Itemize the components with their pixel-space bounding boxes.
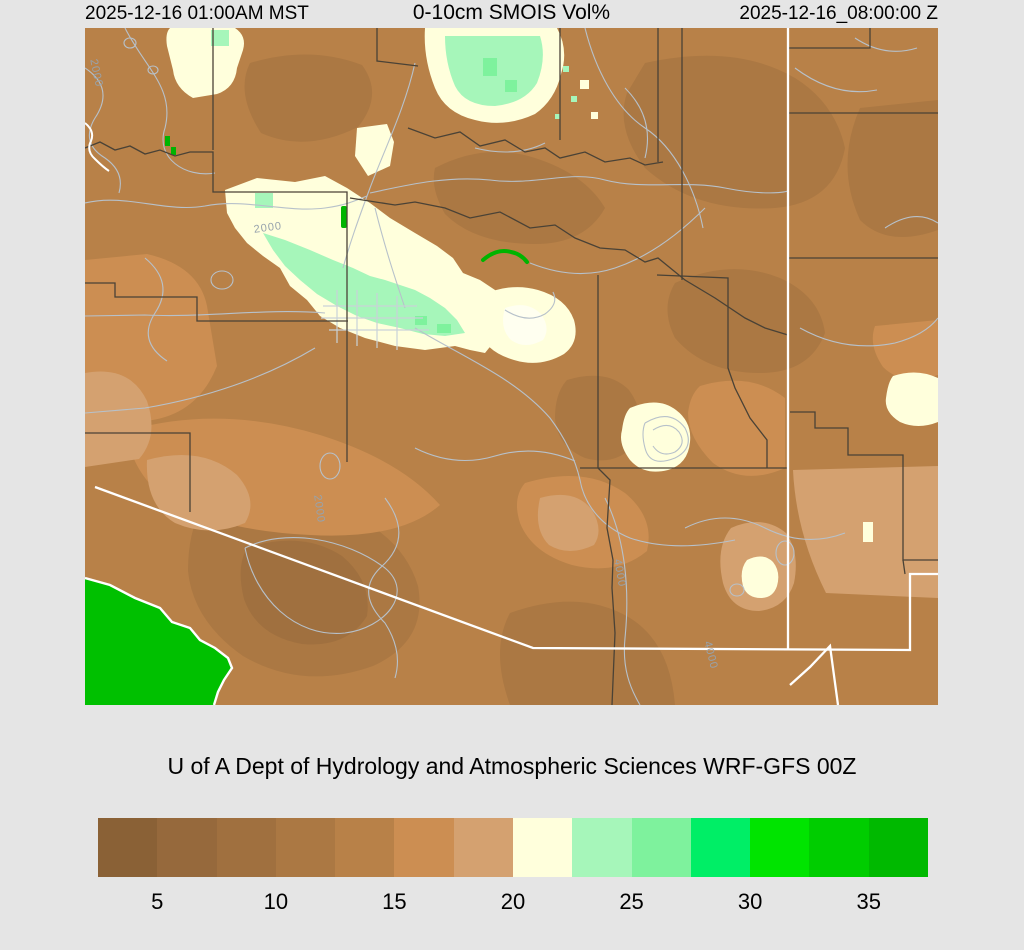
colorbar-segment [98, 818, 158, 877]
colorbar-segment [453, 818, 513, 877]
soil-moisture-map [85, 28, 938, 705]
colorbar-segment [750, 818, 810, 877]
county-lines [85, 28, 938, 705]
colorbar-segment [157, 818, 217, 877]
colorbar-segment [690, 818, 751, 877]
colorbar [98, 818, 928, 877]
state-borders [85, 28, 938, 705]
colorbar-tick: 15 [382, 889, 407, 914]
valid-time-local: 2025-12-16 01:00AM MST [85, 3, 309, 24]
colorbar-segment [868, 818, 928, 877]
deep-mint-specks [415, 58, 517, 333]
valid-time-utc: 2025-12-16_08:00:00 Z [739, 3, 938, 24]
colorbar-tick: 35 [856, 889, 881, 914]
colorbar-tick: 10 [263, 889, 289, 914]
colorbar-tick: 20 [500, 889, 526, 914]
dry-speck-in-cream [451, 191, 458, 198]
colorbar-segment [216, 818, 276, 877]
colorbar-segment [809, 818, 869, 877]
colorbar-tick: 25 [619, 889, 644, 914]
colorbar-segment [394, 818, 454, 877]
colorbar-tick: 30 [737, 889, 763, 914]
river-green-marks [165, 136, 347, 228]
roads-and-contours [85, 28, 938, 705]
map-panel: 2000 2000 2000 4000 4000 [85, 28, 938, 705]
credit-line: U of A Dept of Hydrology and Atmospheric… [167, 753, 857, 779]
mexico-water-region [85, 576, 234, 705]
moist-cream-regions [166, 28, 938, 598]
map-title: 0-10cm SMOIS Vol% [412, 1, 611, 24]
colorbar-tick-labels: 5 10 15 20 25 30 35 [98, 889, 928, 915]
colorbar-segment [512, 818, 573, 877]
driest-soil-patches [240, 540, 368, 645]
colorbar-segment [572, 818, 632, 877]
colorbar-segment [631, 818, 691, 877]
colorbar-tick: 5 [151, 889, 164, 914]
phoenix-street-grid [321, 290, 429, 350]
colorbar-segment [275, 818, 336, 877]
salt-river-green-curve [481, 249, 529, 264]
colorbar-segment [335, 818, 395, 877]
